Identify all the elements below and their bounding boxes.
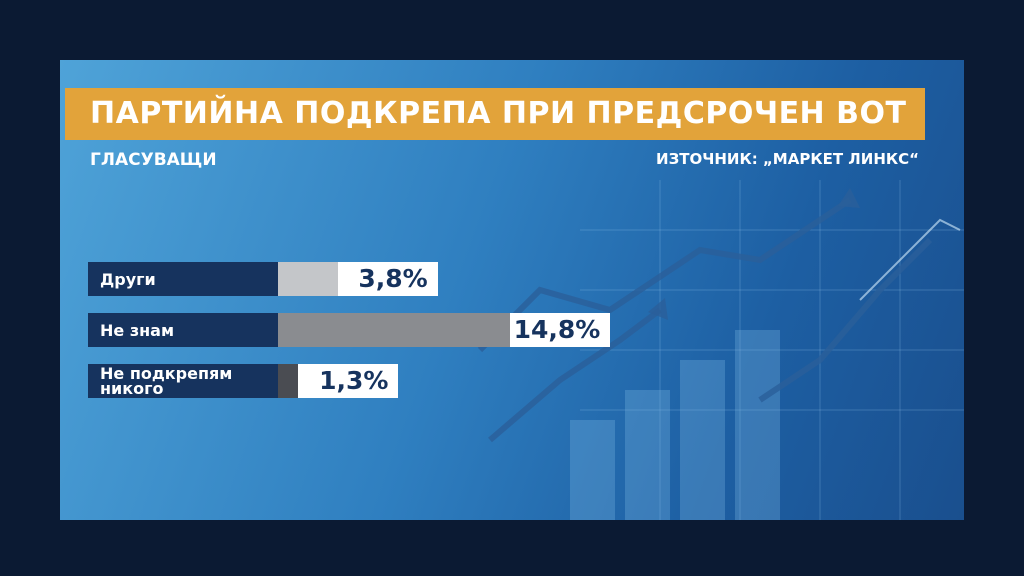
source-note: ИЗТОЧНИК: „МАРКЕТ ЛИНКС“ xyxy=(656,150,919,168)
bar xyxy=(278,313,511,347)
background-decoration xyxy=(477,180,964,520)
chart-title: ПАРТИЙНА ПОДКРЕПА ПРИ ПРЕДСРОЧЕН ВОТ xyxy=(65,88,925,140)
category-label: Други xyxy=(88,262,278,296)
category-label: Не знам xyxy=(88,313,278,347)
bar xyxy=(278,262,338,296)
value-label: 3,8% xyxy=(337,262,438,296)
category-label: Не подкрепям никого xyxy=(88,364,278,398)
value-label: 14,8% xyxy=(510,313,611,347)
value-label: 1,3% xyxy=(298,364,399,398)
chart-subtitle: ГЛАСУВАЩИ xyxy=(90,150,217,170)
bar xyxy=(278,364,299,398)
